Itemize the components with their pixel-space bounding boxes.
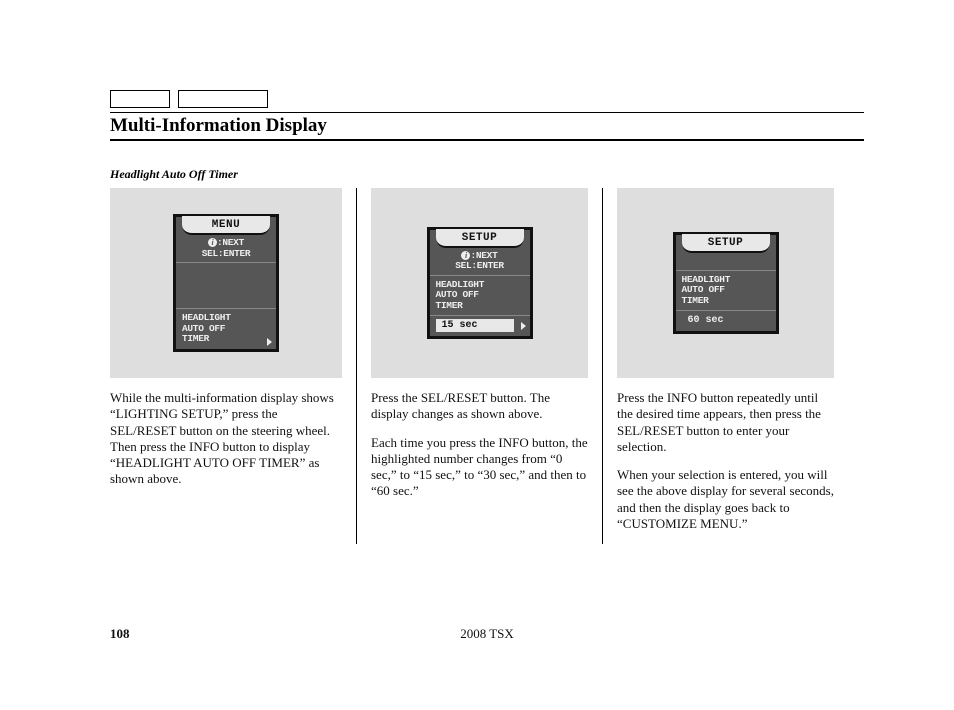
screen-panel-3: SETUP HEADLIGHT AUTO OFF TIMER 60 sec xyxy=(617,188,834,378)
lcd-sub-line1: :NEXT xyxy=(470,250,497,261)
paragraph: Press the SEL/RESET button. The display … xyxy=(371,390,588,423)
lcd-screen-3: SETUP HEADLIGHT AUTO OFF TIMER 60 sec xyxy=(673,232,779,334)
lcd-item-label: HEADLIGHT AUTO OFF TIMER xyxy=(682,274,731,306)
lcd-subhead: i:NEXT SEL:ENTER xyxy=(176,235,276,263)
page-footer: 108 2008 TSX xyxy=(110,626,864,642)
columns: MENU i:NEXT SEL:ENTER HEADLIGHT AUTO OFF… xyxy=(110,188,864,544)
column-3: SETUP HEADLIGHT AUTO OFF TIMER 60 sec Pr… xyxy=(602,188,848,544)
lcd-value-highlighted: 15 sec xyxy=(436,319,514,332)
paragraph: Press the INFO button repeatedly until t… xyxy=(617,390,834,455)
column-1-text: While the multi-information display show… xyxy=(110,390,342,488)
lcd-value-row: 15 sec xyxy=(430,315,530,336)
paragraph: When your selection is entered, you will… xyxy=(617,467,834,532)
lcd-body-spacer xyxy=(176,263,276,309)
column-2-text: Press the SEL/RESET button. The display … xyxy=(371,390,588,500)
paragraph: Each time you press the INFO button, the… xyxy=(371,435,588,500)
lcd-item-label: HEADLIGHT AUTO OFF TIMER xyxy=(436,279,485,311)
info-icon: i xyxy=(208,238,217,247)
lcd-header: SETUP xyxy=(436,229,524,248)
chevron-right-icon xyxy=(521,322,526,330)
column-2: SETUP i:NEXT SEL:ENTER HEADLIGHT AUTO OF… xyxy=(356,188,602,544)
page-number: 108 xyxy=(110,626,130,642)
column-3-text: Press the INFO button repeatedly until t… xyxy=(617,390,834,532)
header-box-2 xyxy=(178,90,268,108)
lcd-menu-item: HEADLIGHT AUTO OFF TIMER xyxy=(676,271,776,310)
lcd-item-label: HEADLIGHT AUTO OFF TIMER xyxy=(182,312,231,344)
lcd-menu-item: HEADLIGHT AUTO OFF TIMER xyxy=(430,276,530,315)
lcd-sub-line1: :NEXT xyxy=(217,237,244,248)
footer-model: 2008 TSX xyxy=(460,626,514,642)
screen-panel-1: MENU i:NEXT SEL:ENTER HEADLIGHT AUTO OFF… xyxy=(110,188,342,378)
column-1: MENU i:NEXT SEL:ENTER HEADLIGHT AUTO OFF… xyxy=(110,188,356,544)
chevron-right-icon xyxy=(267,338,272,346)
lcd-subhead: i:NEXT SEL:ENTER xyxy=(430,248,530,276)
lcd-screen-2: SETUP i:NEXT SEL:ENTER HEADLIGHT AUTO OF… xyxy=(427,227,533,339)
header-placeholder-boxes xyxy=(110,90,864,108)
lcd-header: SETUP xyxy=(682,234,770,253)
screen-panel-2: SETUP i:NEXT SEL:ENTER HEADLIGHT AUTO OF… xyxy=(371,188,588,378)
lcd-header: MENU xyxy=(182,216,270,235)
lcd-sub-line2: SEL:ENTER xyxy=(202,248,251,259)
lcd-menu-item: HEADLIGHT AUTO OFF TIMER xyxy=(176,309,276,348)
lcd-screen-1: MENU i:NEXT SEL:ENTER HEADLIGHT AUTO OFF… xyxy=(173,214,279,351)
header-box-1 xyxy=(110,90,170,108)
section-heading: Headlight Auto Off Timer xyxy=(110,167,864,182)
paragraph: While the multi-information display show… xyxy=(110,390,342,488)
lcd-value: 60 sec xyxy=(682,314,730,327)
lcd-sub-line2: SEL:ENTER xyxy=(455,260,504,271)
page-title: Multi-Information Display xyxy=(110,115,864,141)
page: Multi-Information Display Headlight Auto… xyxy=(0,0,954,574)
title-rule xyxy=(110,112,864,113)
lcd-body-spacer xyxy=(676,253,776,271)
lcd-value-row: 60 sec xyxy=(676,310,776,331)
